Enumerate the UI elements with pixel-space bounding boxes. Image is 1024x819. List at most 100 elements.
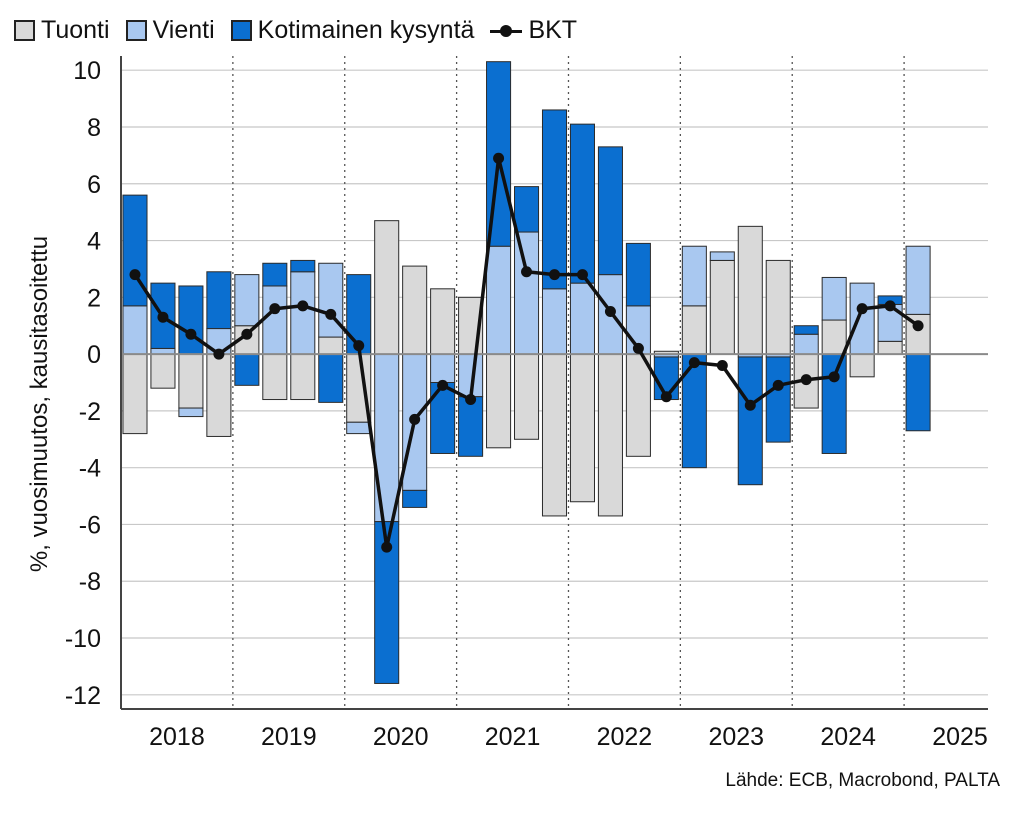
- bar-tuonti: [569, 353, 595, 503]
- bar-vienti: [178, 407, 204, 418]
- bar-tuonti: [262, 353, 288, 401]
- bkt-point: [297, 300, 309, 312]
- bar-kotimainen-kysynt-: [765, 356, 791, 443]
- x-tick-label: 2021: [485, 723, 541, 751]
- bkt-point: [716, 359, 728, 371]
- y-tick-label: 4: [87, 228, 101, 256]
- bkt-point: [213, 348, 225, 360]
- bkt-point: [604, 306, 616, 318]
- y-tick-label: -8: [79, 568, 101, 596]
- legend-item-kotimainen-kysynta: Kotimainen kysyntä: [230, 16, 474, 45]
- bkt-point: [884, 300, 896, 312]
- bar-kotimainen-kysynt-: [737, 356, 763, 486]
- bkt-point: [632, 342, 644, 354]
- bar-tuonti: [318, 336, 344, 355]
- y-tick-label: 2: [87, 284, 101, 312]
- bar-vienti: [262, 285, 288, 355]
- bar-tuonti: [486, 353, 512, 449]
- bar-tuonti: [514, 353, 540, 440]
- bar-kotimainen-kysynt-: [290, 259, 316, 273]
- bar-vienti: [486, 245, 512, 355]
- x-tick-label: 2024: [820, 723, 876, 751]
- bkt-point: [353, 340, 365, 352]
- bkt-point: [660, 391, 672, 403]
- bkt-point: [828, 371, 840, 383]
- bkt-point: [744, 399, 756, 411]
- bar-tuonti: [206, 353, 232, 437]
- y-tick-label: 0: [87, 341, 101, 369]
- bkt-point: [381, 541, 393, 553]
- bar-tuonti: [681, 305, 707, 355]
- bar-vienti: [849, 282, 875, 355]
- bar-vienti: [122, 305, 148, 355]
- legend-swatch-bkt: [490, 21, 523, 41]
- y-tick-label: -4: [79, 455, 101, 483]
- bar-kotimainen-kysynt-: [178, 285, 204, 355]
- x-tick-label: 2022: [597, 723, 653, 751]
- bar-vienti: [709, 251, 735, 261]
- bar-kotimainen-kysynt-: [821, 353, 847, 454]
- bkt-point: [269, 303, 281, 315]
- legend-item-vienti: Vienti: [125, 16, 215, 45]
- bar-kotimainen-kysynt-: [318, 353, 344, 403]
- bar-kotimainen-kysynt-: [262, 262, 288, 287]
- bar-tuonti: [430, 288, 456, 355]
- bkt-point: [772, 379, 784, 391]
- bkt-point: [521, 266, 533, 278]
- bar-kotimainen-kysynt-: [402, 489, 428, 508]
- bkt-point: [409, 413, 421, 425]
- bar-vienti: [430, 353, 456, 384]
- bar-tuonti: [625, 353, 651, 457]
- bkt-point: [157, 311, 169, 323]
- bkt-line-series: [129, 152, 924, 553]
- y-tick-label: 6: [87, 171, 101, 199]
- bar-kotimainen-kysynt-: [541, 109, 568, 290]
- legend-item-bkt: BKT: [490, 16, 577, 45]
- bar-kotimainen-kysynt-: [234, 353, 260, 386]
- bkt-point: [549, 269, 560, 281]
- bar-kotimainen-kysynt-: [206, 271, 232, 330]
- x-tick-label: 2023: [708, 723, 764, 751]
- bar-tuonti: [178, 353, 204, 409]
- bar-tuonti: [541, 353, 568, 517]
- x-tick-label: 2019: [261, 723, 317, 751]
- bkt-point: [185, 328, 197, 340]
- legend-label-tuonti: Tuonti: [41, 16, 110, 44]
- bar-vienti: [514, 231, 540, 355]
- bar-kotimainen-kysynt-: [625, 242, 651, 307]
- bar-series: [122, 61, 931, 684]
- bar-vienti: [905, 245, 931, 315]
- bar-kotimainen-kysynt-: [905, 353, 931, 432]
- legend-swatch-vienti: [125, 20, 147, 41]
- bkt-point: [800, 374, 812, 386]
- bkt-point: [437, 379, 449, 391]
- bar-vienti: [346, 421, 372, 435]
- bar-kotimainen-kysynt-: [514, 186, 540, 233]
- bkt-point: [465, 394, 477, 406]
- y-tick-label: -2: [79, 398, 101, 426]
- x-tick-label: 2020: [373, 723, 429, 751]
- legend-swatch-tuonti: [14, 20, 35, 41]
- source-note: Lähde: ECB, Macrobond, PALTA: [725, 770, 1000, 791]
- bkt-point: [912, 320, 924, 332]
- bar-vienti: [681, 245, 707, 307]
- bar-tuonti: [122, 353, 148, 435]
- bar-kotimainen-kysynt-: [569, 123, 595, 284]
- x-tick-label: 2025: [932, 723, 988, 751]
- bar-vienti: [541, 288, 568, 355]
- bkt-point: [493, 152, 505, 164]
- legend: Tuonti Vienti Kotimainen kysyntä BKT: [14, 16, 593, 45]
- bar-tuonti: [821, 319, 847, 355]
- bar-tuonti: [765, 259, 791, 355]
- bar-vienti: [290, 271, 316, 355]
- bkt-point: [856, 303, 868, 315]
- bkt-point: [688, 357, 700, 369]
- bar-tuonti: [402, 265, 428, 355]
- y-tick-label: -6: [79, 511, 101, 539]
- bar-vienti: [821, 276, 847, 321]
- bar-tuonti: [290, 353, 316, 401]
- y-tick-label: 10: [73, 57, 101, 85]
- bar-tuonti: [597, 353, 623, 517]
- bar-kotimainen-kysynt-: [793, 325, 819, 335]
